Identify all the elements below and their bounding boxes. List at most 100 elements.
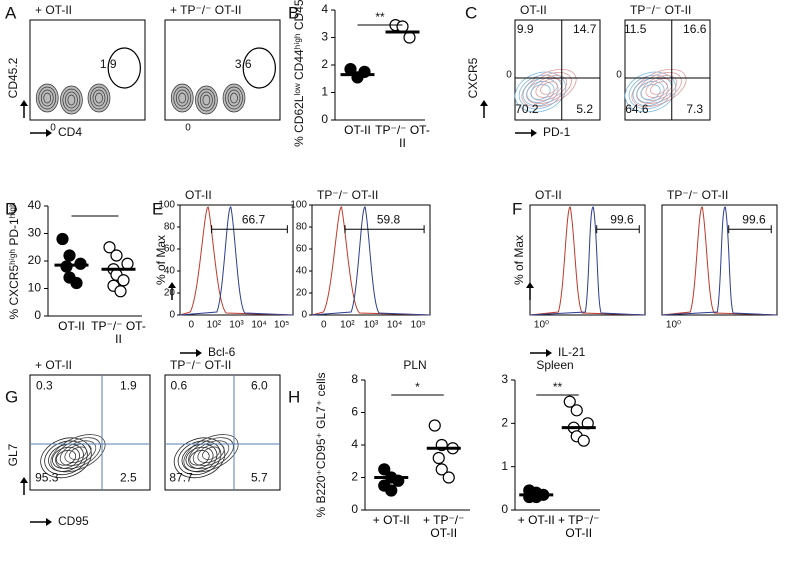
plot-title: + OT-II <box>35 358 72 372</box>
arrow-head <box>46 518 52 526</box>
contour <box>173 86 192 110</box>
plot-title: OT-II <box>185 188 212 202</box>
x-tick-label: 0 <box>189 320 195 331</box>
arrow-head <box>46 129 52 137</box>
quadrant-value: 0.3 <box>36 379 53 393</box>
histogram-curve <box>311 206 431 316</box>
chart-title: PLN <box>403 358 426 372</box>
x-tick-label: 10⁴ <box>251 320 266 331</box>
y-axis-label: CD45.2 <box>6 57 20 98</box>
histogram-curve <box>529 206 646 316</box>
quadrant-value: 16.6 <box>683 22 707 36</box>
contour <box>92 89 106 107</box>
x-axis-label: IL-21 <box>558 345 586 359</box>
axis-zero: 0 <box>50 123 56 134</box>
contour <box>624 71 677 113</box>
x-tick-label: + TP⁻/⁻ OT-II <box>558 514 600 540</box>
gate-value: 99.6 <box>742 212 766 226</box>
y-tick-label: 10 <box>28 281 42 295</box>
x-axis-label: PD-1 <box>543 125 571 139</box>
gate <box>107 47 142 89</box>
contour <box>185 446 214 469</box>
contour <box>65 91 78 109</box>
contour <box>87 83 111 113</box>
x-tick-label-box: OT-II <box>58 320 85 333</box>
x-tick-label: 10³ <box>364 320 379 331</box>
y-tick-label: 0 <box>169 310 175 321</box>
plot-title: TP⁻/⁻ OT-II <box>630 3 691 17</box>
y-axis-label: % CXCR5ʰⁱᵍʰ PD-1ʰⁱᵍʰ <box>7 202 21 319</box>
gate-value: 1.9 <box>100 57 117 71</box>
arrow-head <box>168 282 176 288</box>
x-tick-label: 0 <box>321 320 327 331</box>
contour <box>48 443 84 472</box>
plot-frame <box>164 374 281 491</box>
histogram-curve <box>529 206 646 316</box>
y-tick-label: 1 <box>321 85 328 99</box>
x-tick-label: TP⁻/⁻ OT-II <box>375 124 430 150</box>
contour <box>521 68 577 108</box>
contour <box>175 89 189 107</box>
x-tick-label-box: + TP⁻/⁻ OT-II <box>558 514 600 540</box>
panel-label: E <box>152 199 163 218</box>
arrow-head <box>196 349 202 357</box>
contour <box>181 443 218 472</box>
panel-label: C <box>465 3 477 22</box>
quadrant-value: 5.7 <box>251 471 268 485</box>
y-tick-label: 0 <box>301 310 307 321</box>
contour <box>230 92 238 104</box>
significance: ** <box>553 380 563 394</box>
histogram-curve <box>661 206 778 316</box>
data-point <box>442 471 455 484</box>
y-tick-label: 3 <box>321 30 328 44</box>
data-point <box>385 484 398 497</box>
contour <box>188 437 234 470</box>
panel-label: H <box>288 387 300 406</box>
data-point <box>563 395 576 408</box>
x-axis-label: CD95 <box>58 514 89 528</box>
quadrant-value: 14.7 <box>573 22 597 36</box>
contour <box>55 437 101 470</box>
data-point <box>70 276 83 290</box>
data-point <box>432 451 445 465</box>
plot-title: TP⁻/⁻ OT-II <box>170 358 231 372</box>
plot-frame <box>514 19 601 121</box>
y-tick-label: 3 <box>501 372 508 386</box>
contour <box>222 83 246 113</box>
contour <box>640 84 661 100</box>
x-tick-label: 10⁵ <box>274 320 289 331</box>
x-tick-label-box: + OT-II <box>518 514 555 527</box>
contour <box>170 83 194 113</box>
data-point <box>378 463 391 476</box>
significance: * <box>415 380 420 394</box>
histogram-curve <box>311 206 431 316</box>
gate-value: 59.8 <box>377 212 401 226</box>
x-tick-label: 10⁰ <box>666 320 681 331</box>
y-tick-label: 0 <box>34 308 41 322</box>
plot-frame <box>164 19 281 121</box>
y-tick-label: 20 <box>164 288 176 299</box>
x-tick-label: 10⁰ <box>534 320 549 331</box>
contour <box>35 83 59 113</box>
contour <box>60 85 83 115</box>
contour <box>90 86 108 110</box>
contour <box>195 85 218 115</box>
data-point <box>396 20 409 33</box>
quadrant-value: 1.9 <box>120 379 137 393</box>
data-point <box>103 241 116 254</box>
contour <box>628 74 673 110</box>
contour <box>197 88 216 112</box>
x-axis-label: Bcl-6 <box>208 345 236 359</box>
data-point <box>435 463 448 476</box>
contour <box>225 86 243 110</box>
quadrant-value: 0.6 <box>170 379 187 393</box>
quadrant-value: 2.5 <box>120 471 137 485</box>
y-axis-label: % of Max <box>512 235 526 285</box>
plot-title: TP⁻/⁻ OT-II <box>667 188 728 202</box>
data-point <box>117 274 130 287</box>
contour <box>189 449 210 466</box>
contour <box>69 446 87 460</box>
y-tick-label: 6 <box>351 405 358 419</box>
data-point <box>577 434 590 447</box>
